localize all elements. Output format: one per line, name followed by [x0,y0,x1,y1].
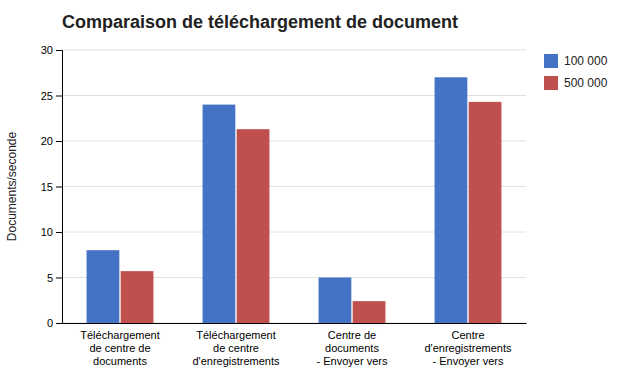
legend-swatch [544,54,558,68]
legend-item: 100 000 [544,54,608,68]
title: Comparaison de téléchargement de documen… [62,12,458,32]
chart: 0 5 10 15 20 25 30 Téléchargementde centre dedo… [0,0,641,385]
y-tick-mark [56,232,62,233]
x-tick: Centred'enregistrements- Envoyer vers [424,323,512,367]
y-tick-mark [56,141,62,142]
y-tick-mark [56,96,62,97]
bar [203,105,236,323]
y-axis-line [56,51,63,324]
y-tick: 5 [47,272,62,284]
x-axis-line [63,323,527,324]
y-tick-label: 5 [47,272,53,284]
bar [435,77,468,323]
legend-item: 500 000 [544,76,608,90]
bar [353,301,386,323]
bar [121,271,154,323]
x-tick: Centre dedocuments- Envoyer vers [317,323,388,367]
x-tick-label: Centred'enregistrements- Envoyer vers [424,329,512,367]
y-axis-title: Documents/seconde [5,131,19,241]
y-tick-label: 30 [41,44,53,56]
x-axis: Téléchargementde centre dedocuments Téléc… [63,323,527,367]
x-tick-label: Téléchargementde centred'enregistrements [192,329,280,367]
bar [469,102,502,323]
y-tick-label: 10 [41,226,53,238]
y-axis: 0 5 10 15 20 25 30 [41,44,63,329]
bar [87,250,120,323]
y-tick: 0 [47,317,62,329]
chart-container: 0 5 10 15 20 25 30 Téléchargementde centre dedo… [0,0,641,385]
y-tick-label: 25 [41,90,53,102]
bar [237,129,270,323]
grid-line [62,50,526,51]
legend-label: 500 000 [564,76,608,90]
y-tick: 30 [41,44,62,56]
legend-label: 100 000 [564,54,608,68]
y-tick-mark [56,323,62,324]
legend: 100 000 500 000 [544,54,608,90]
x-tick-label: Centre dedocuments- Envoyer vers [317,329,388,367]
y-tick-label: 15 [41,181,53,193]
y-tick-mark [56,187,62,188]
bar-series [121,102,502,323]
y-tick-mark [56,50,62,51]
y-tick-label: 20 [41,135,53,147]
x-tick-label: Téléchargementde centre dedocuments [80,329,160,367]
x-tick: Téléchargementde centre dedocuments [80,323,160,367]
y-tick: 10 [41,226,62,238]
y-tick: 15 [41,181,62,193]
grid [62,50,526,323]
bar-series [87,77,468,323]
bars [87,77,502,323]
legend-swatch [544,76,558,90]
plot-area: 0 5 10 15 20 25 30 Téléchargementde centre dedo… [41,44,527,367]
y-tick: 25 [41,90,62,102]
x-tick: Téléchargementde centred'enregistrements [192,323,280,367]
y-tick: 20 [41,135,62,147]
bar [319,278,352,324]
y-tick-label: 0 [47,317,53,329]
y-tick-mark [56,278,62,279]
